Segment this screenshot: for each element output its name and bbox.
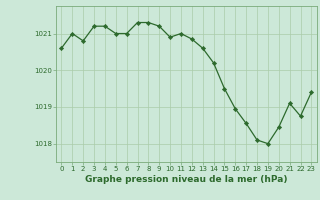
X-axis label: Graphe pression niveau de la mer (hPa): Graphe pression niveau de la mer (hPa) — [85, 175, 288, 184]
